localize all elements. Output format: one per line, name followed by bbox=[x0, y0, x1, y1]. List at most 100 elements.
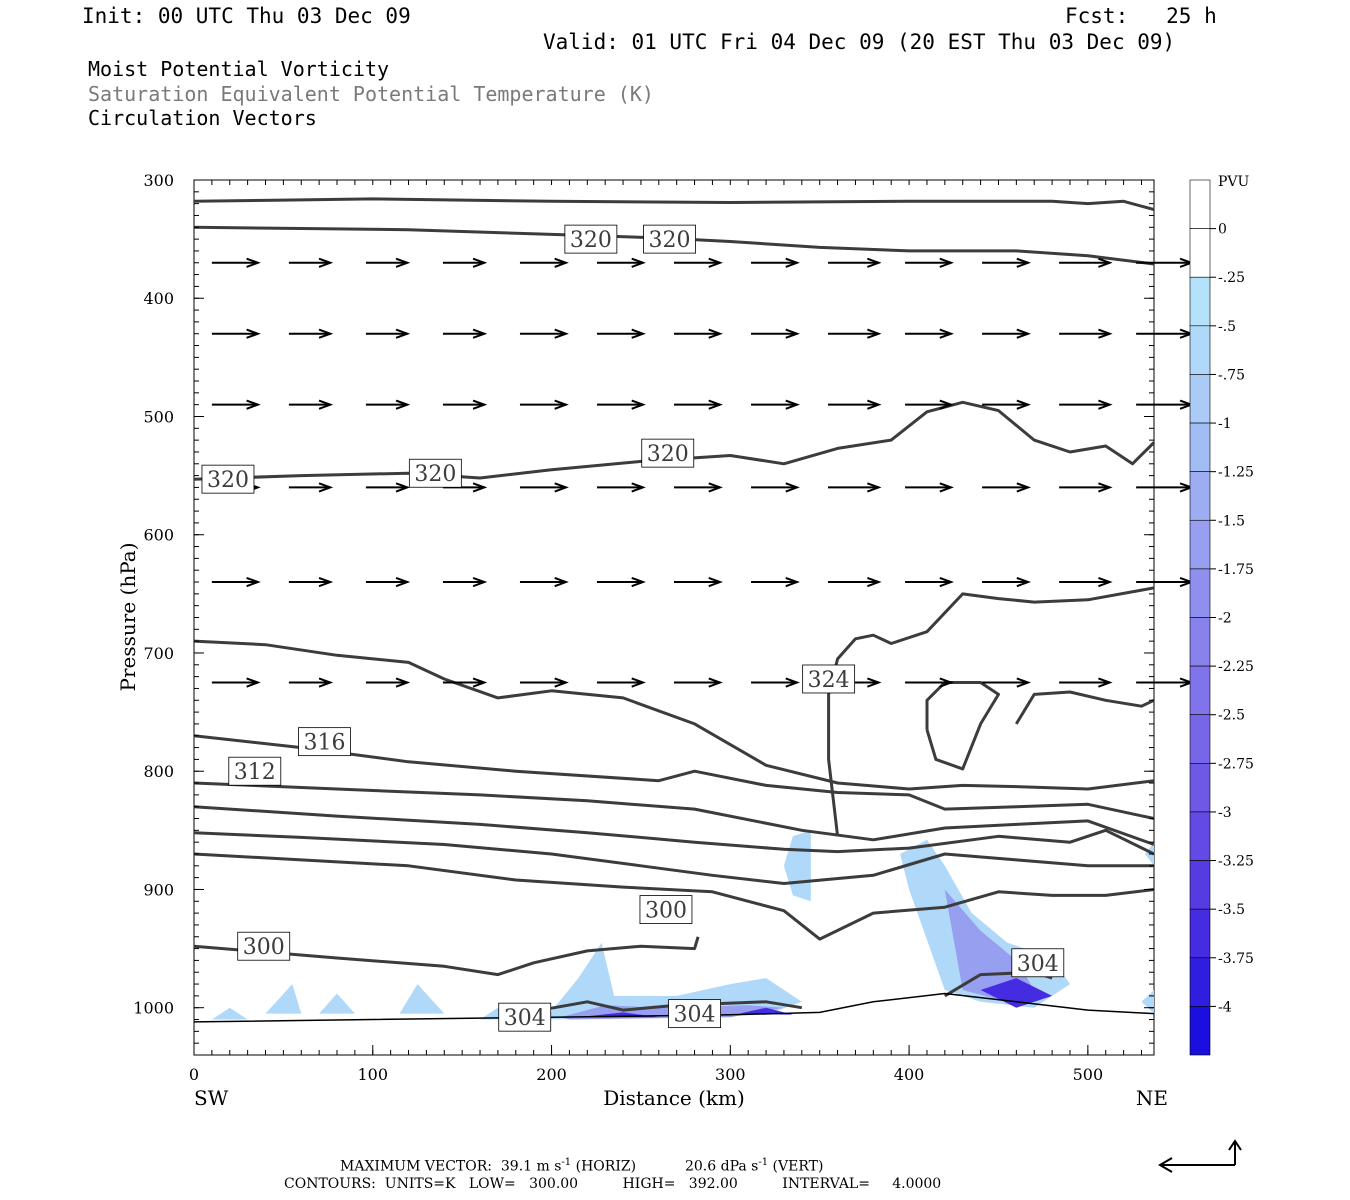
pv-region-9 bbox=[265, 984, 302, 1014]
colorbar-label-13: -3.25 bbox=[1218, 854, 1254, 870]
contour-label-text-2: 320 bbox=[647, 442, 689, 467]
contour-label-text-9: 300 bbox=[243, 935, 285, 960]
colorbar-swatch-6 bbox=[1189, 471, 1211, 521]
y-tick-label-7: 1000 bbox=[133, 999, 174, 1018]
circulation-vector-54 bbox=[365, 576, 411, 588]
theta-e-contour-2 bbox=[193, 400, 1156, 481]
x-tick-label-1: 100 bbox=[357, 1065, 388, 1084]
circulation-vector-33 bbox=[751, 399, 800, 410]
circulation-vector-55 bbox=[442, 576, 488, 588]
theta-e-contour-1 bbox=[193, 225, 1155, 266]
field-title-pv: Moist Potential Vorticity bbox=[88, 57, 390, 81]
contour-label-text-11: 304 bbox=[504, 1006, 546, 1031]
colorbar-label-2: -.5 bbox=[1218, 319, 1236, 335]
colorbar-swatch-16 bbox=[1189, 957, 1211, 1007]
colorbar-swatch-13 bbox=[1189, 811, 1211, 861]
circulation-vector-63 bbox=[1059, 576, 1113, 588]
circulation-vector-17 bbox=[519, 328, 569, 339]
theta-e-contour-0 bbox=[193, 197, 1155, 212]
colorbar-label-6: -1.5 bbox=[1218, 513, 1245, 529]
colorbar-label-15: -3.75 bbox=[1218, 951, 1254, 967]
colorbar-swatch-4 bbox=[1189, 374, 1211, 424]
circulation-vector-37 bbox=[1059, 399, 1113, 410]
circulation-vector-50 bbox=[1059, 482, 1113, 493]
colorbar-label-10: -2.5 bbox=[1218, 708, 1245, 724]
circulation-vector-67 bbox=[365, 677, 411, 688]
circulation-vector-5 bbox=[596, 257, 646, 268]
contour-label-2: 320 bbox=[641, 438, 695, 468]
contour-label-text-10: 304 bbox=[1017, 952, 1059, 977]
circulation-vector-27 bbox=[288, 399, 334, 410]
colorbar-label-14: -3.5 bbox=[1218, 902, 1245, 918]
pv-region-7 bbox=[980, 978, 1053, 1008]
forecast-hour: Fcst: 25 h bbox=[1065, 4, 1217, 28]
field-title-vectors: Circulation Vectors bbox=[88, 106, 317, 130]
circulation-vector-1 bbox=[288, 257, 334, 268]
circulation-vector-69 bbox=[519, 677, 569, 688]
circulation-vector-71 bbox=[674, 677, 723, 688]
circulation-vector-49 bbox=[982, 482, 1031, 493]
contour-label-12: 304 bbox=[668, 999, 721, 1029]
pv-region-13 bbox=[1141, 990, 1154, 1014]
circulation-vector-7 bbox=[751, 257, 800, 268]
circulation-vector-57 bbox=[596, 576, 646, 588]
pv-region-10 bbox=[319, 993, 355, 1014]
circulation-vector-31 bbox=[596, 399, 646, 410]
theta-e-contour-7 bbox=[193, 734, 1155, 820]
circulation-vector-60 bbox=[828, 576, 882, 588]
contour-label-3: 320 bbox=[408, 458, 462, 488]
colorbar-swatch-3 bbox=[1189, 325, 1211, 375]
circulation-vector-13 bbox=[211, 328, 261, 339]
circulation-vector-40 bbox=[288, 482, 334, 493]
colorbar-label-9: -2.25 bbox=[1218, 659, 1254, 675]
x-end-right: NE bbox=[1136, 1086, 1168, 1110]
colorbar-swatch-7 bbox=[1189, 519, 1211, 570]
colorbar-label-3: -.75 bbox=[1218, 367, 1245, 383]
contour-label-0: 320 bbox=[564, 224, 618, 254]
circulation-vector-25 bbox=[1136, 328, 1195, 339]
colorbar-swatch-5 bbox=[1189, 422, 1211, 472]
circulation-vector-68 bbox=[442, 677, 488, 688]
surface-line bbox=[193, 992, 1155, 1023]
circulation-vector-3 bbox=[442, 257, 488, 268]
circulation-vector-19 bbox=[674, 328, 723, 339]
circulation-vector-46 bbox=[751, 482, 800, 493]
y-tick-label-2: 500 bbox=[143, 407, 174, 426]
circulation-vector-74 bbox=[905, 677, 954, 688]
colorbar-swatch-17 bbox=[1189, 1006, 1211, 1056]
theta-e-contour-12 bbox=[193, 936, 700, 977]
pv-region-4 bbox=[783, 830, 811, 902]
colorbar-swatch-0 bbox=[1189, 179, 1211, 229]
circulation-vector-14 bbox=[288, 328, 334, 339]
circulation-vector-16 bbox=[442, 328, 488, 339]
colorbar-swatch-14 bbox=[1189, 860, 1211, 910]
circulation-vector-77 bbox=[1136, 677, 1195, 688]
circulation-vector-36 bbox=[982, 399, 1031, 410]
circulation-vector-65 bbox=[211, 677, 261, 688]
colorbar-label-12: -3 bbox=[1218, 805, 1232, 821]
circulation-vector-72 bbox=[751, 677, 800, 688]
valid-time: Valid: 01 UTC Fri 04 Dec 09 (20 EST Thu … bbox=[543, 30, 1176, 54]
circulation-vector-32 bbox=[674, 399, 723, 410]
circulation-vector-47 bbox=[828, 482, 882, 493]
theta-e-contour-6 bbox=[193, 639, 1155, 791]
circulation-vector-35 bbox=[905, 399, 954, 410]
y-tick-label-4: 700 bbox=[143, 644, 174, 663]
circulation-vector-20 bbox=[751, 328, 800, 339]
contour-label-6: 316 bbox=[298, 727, 351, 757]
max-vector-vert: (HORIZ) 20.6 dPa s bbox=[575, 1158, 759, 1175]
x-end-left: SW bbox=[194, 1086, 229, 1110]
max-vector-horiz: MAXIMUM VECTOR: 39.1 m s bbox=[340, 1158, 562, 1175]
x-tick-label-3: 300 bbox=[715, 1065, 746, 1084]
y-tick-label-5: 800 bbox=[143, 762, 174, 781]
circulation-vector-58 bbox=[674, 576, 723, 588]
colorbar-label-7: -1.75 bbox=[1218, 562, 1254, 578]
x-tick-label-2: 200 bbox=[536, 1065, 567, 1084]
theta-e-contour-5 bbox=[1015, 690, 1155, 725]
contour-label-9: 300 bbox=[237, 931, 291, 961]
circulation-vector-75 bbox=[982, 677, 1031, 688]
circulation-vector-62 bbox=[982, 576, 1031, 588]
max-vector-icon bbox=[1158, 1139, 1242, 1173]
contour-label-5: 324 bbox=[802, 664, 856, 694]
